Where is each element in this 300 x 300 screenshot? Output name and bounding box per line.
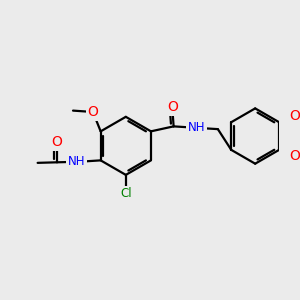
Text: NH: NH — [188, 121, 205, 134]
Text: NH: NH — [68, 155, 86, 168]
Text: O: O — [290, 149, 300, 163]
Text: O: O — [167, 100, 178, 114]
Text: O: O — [290, 109, 300, 123]
Text: O: O — [52, 135, 62, 149]
Text: Cl: Cl — [120, 187, 132, 200]
Text: O: O — [88, 105, 98, 119]
